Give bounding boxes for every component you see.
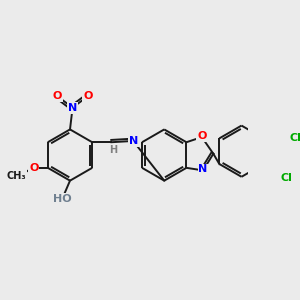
Text: N: N [129,136,138,146]
Text: O: O [197,131,206,141]
Text: N: N [199,164,208,175]
Text: O: O [52,91,62,101]
Text: HO: HO [53,194,72,204]
Text: H: H [109,146,117,155]
Text: O: O [83,91,93,101]
Text: Cl: Cl [281,173,293,183]
Text: O: O [29,163,38,173]
Text: Cl: Cl [289,134,300,143]
Text: CH₃: CH₃ [7,170,26,181]
Text: N: N [68,103,77,112]
